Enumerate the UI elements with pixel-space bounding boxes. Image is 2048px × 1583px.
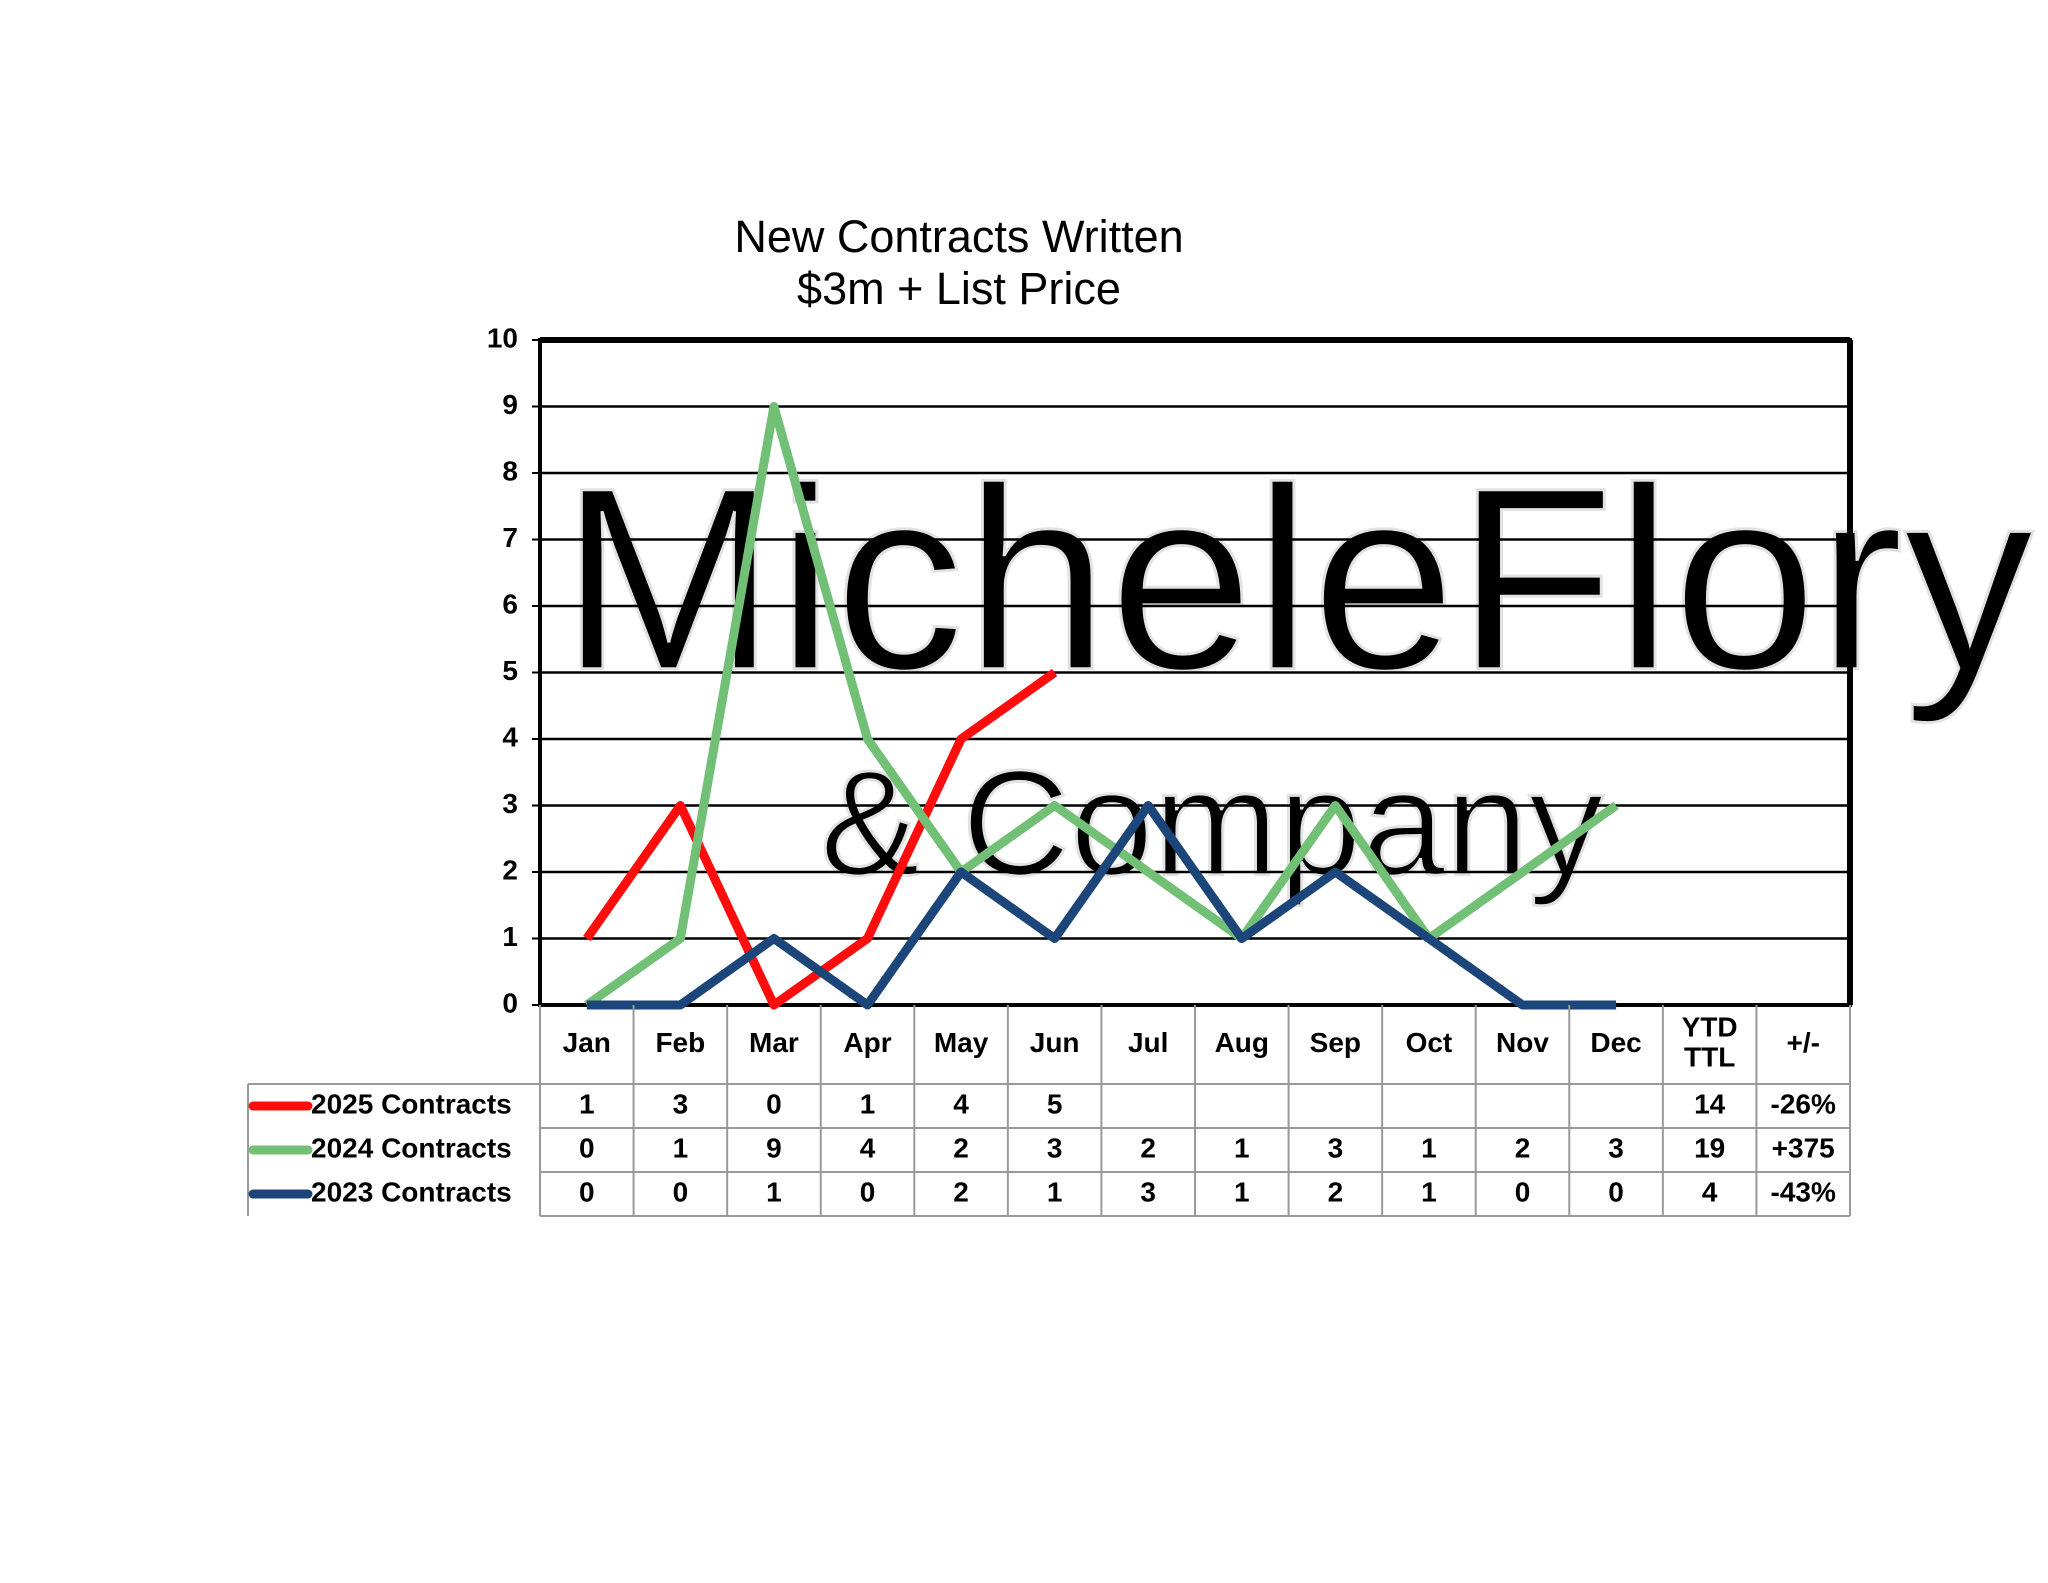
y-tick-label: 10 — [487, 322, 518, 353]
table-value: 2 — [953, 1132, 969, 1163]
table-value: 1 — [766, 1176, 782, 1207]
y-tick-label: 4 — [502, 721, 518, 752]
watermark: & Company — [820, 739, 1604, 907]
table-value: 2 — [1515, 1132, 1531, 1163]
watermark: MicheleFlory — [560, 435, 2034, 726]
y-tick-label: 8 — [502, 455, 518, 486]
table-value: 1 — [860, 1088, 876, 1119]
y-tick-label: 7 — [502, 522, 518, 553]
table-value: 1 — [1234, 1176, 1250, 1207]
x-tick-label: Mar — [749, 1027, 799, 1058]
table-summary: -43% — [1771, 1176, 1836, 1207]
table-value: 4 — [860, 1132, 876, 1163]
table-value: 1 — [1421, 1132, 1437, 1163]
x-tick-label: Jan — [563, 1027, 611, 1058]
table-value: 9 — [766, 1132, 782, 1163]
table-value: 2 — [1328, 1176, 1344, 1207]
table-value: 0 — [1515, 1176, 1531, 1207]
table-value: 5 — [1047, 1088, 1063, 1119]
table-header: +/- — [1786, 1027, 1819, 1058]
table-value: 3 — [1608, 1132, 1624, 1163]
table-value: 3 — [1140, 1176, 1156, 1207]
table-value: 1 — [673, 1132, 689, 1163]
table-value: 2 — [953, 1176, 969, 1207]
table-value: 2 — [1140, 1132, 1156, 1163]
legend-label: 2024 Contracts — [311, 1132, 512, 1163]
y-tick-label: 1 — [502, 921, 518, 952]
table-summary: 14 — [1694, 1088, 1726, 1119]
x-tick-label: Sep — [1310, 1027, 1361, 1058]
table-value: 3 — [673, 1088, 689, 1119]
x-tick-label: Jul — [1128, 1027, 1168, 1058]
x-tick-label: Aug — [1215, 1027, 1269, 1058]
table-summary: -26% — [1771, 1088, 1836, 1119]
table-value: 4 — [953, 1088, 969, 1119]
table-summary: +375 — [1772, 1132, 1835, 1163]
chart-subtitle: $3m + List Price — [797, 263, 1121, 314]
x-tick-label: Oct — [1406, 1027, 1453, 1058]
chart-title: New Contracts Written — [734, 211, 1183, 262]
table-value: 0 — [860, 1176, 876, 1207]
legend-label: 2025 Contracts — [311, 1088, 512, 1119]
table-value: 0 — [1608, 1176, 1624, 1207]
table-value: 0 — [579, 1176, 595, 1207]
table-header: YTD TTL — [1682, 1012, 1738, 1073]
y-tick-label: 6 — [502, 588, 518, 619]
series-line — [586, 801, 1617, 1010]
table-value: 0 — [766, 1088, 782, 1119]
y-tick-label: 5 — [502, 655, 518, 686]
table-value: 0 — [579, 1132, 595, 1163]
x-tick-label: May — [934, 1027, 989, 1058]
x-tick-label: Feb — [655, 1027, 705, 1058]
y-tick-label: 9 — [502, 389, 518, 420]
table-value: 1 — [579, 1088, 595, 1119]
table-value: 1 — [1047, 1176, 1063, 1207]
y-tick-label: 0 — [502, 987, 518, 1018]
table-summary: 19 — [1694, 1132, 1725, 1163]
x-tick-label: Dec — [1590, 1027, 1641, 1058]
table-value: 1 — [1234, 1132, 1250, 1163]
table-summary: 4 — [1702, 1176, 1718, 1207]
x-tick-label: Nov — [1496, 1027, 1549, 1058]
legend-label: 2023 Contracts — [311, 1176, 512, 1207]
y-tick-label: 3 — [502, 788, 518, 819]
series-line — [584, 402, 1619, 1009]
x-tick-label: Jun — [1030, 1027, 1080, 1058]
y-tick-label: 2 — [502, 854, 518, 885]
table-value: 0 — [673, 1176, 689, 1207]
table-value: 3 — [1047, 1132, 1063, 1163]
table-value: 1 — [1421, 1176, 1437, 1207]
x-tick-label: Apr — [843, 1027, 891, 1058]
table-value: 3 — [1328, 1132, 1344, 1163]
